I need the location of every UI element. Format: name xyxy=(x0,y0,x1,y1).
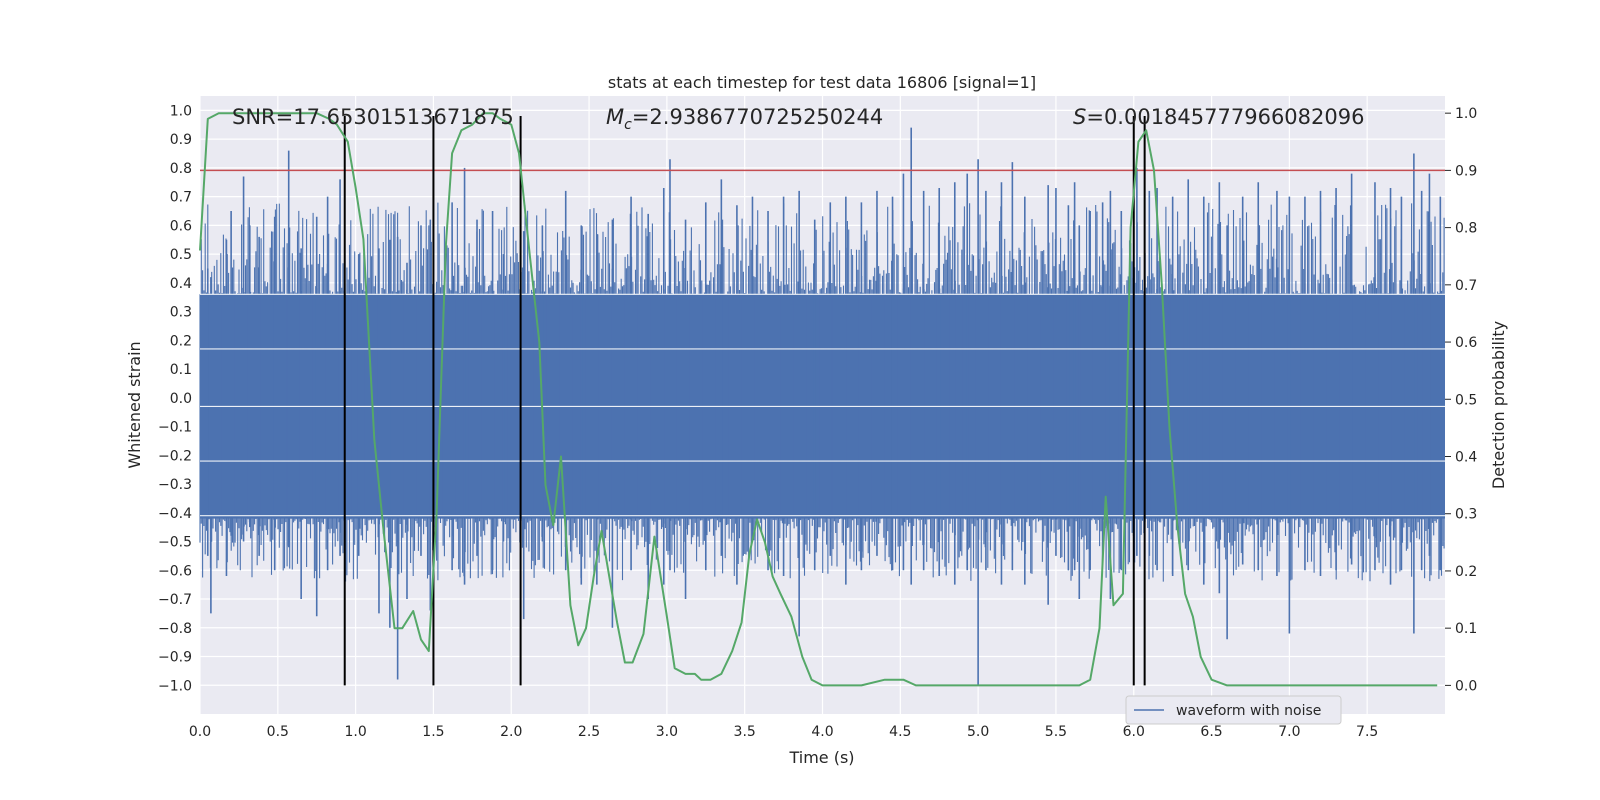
snr-annotation: SNR=17.65301513671875 xyxy=(232,105,514,129)
y-tick-label: −0.1 xyxy=(158,420,192,436)
x-tick-label: 5.0 xyxy=(967,724,989,740)
x-tick-label: 4.5 xyxy=(889,724,911,740)
x-tick-label: 3.0 xyxy=(656,724,678,740)
y-right-tick-label: 0.1 xyxy=(1455,621,1477,637)
y-tick-label: 0.1 xyxy=(170,362,192,378)
y-right-tick-label: 0.9 xyxy=(1455,163,1477,179)
x-axis-label: Time (s) xyxy=(788,748,854,767)
x-tick-label: 0.5 xyxy=(267,724,289,740)
x-tick-label: 5.5 xyxy=(1045,724,1067,740)
legend-box xyxy=(1125,695,1342,725)
y-tick-label: 0.5 xyxy=(170,247,192,263)
y-tick-label: −0.2 xyxy=(158,448,192,464)
waveform-series xyxy=(199,127,1445,686)
y-right-tick-label: 0.3 xyxy=(1455,507,1477,523)
chart-title: stats at each timestep for test data 168… xyxy=(608,73,1036,92)
y-tick-label: 0.7 xyxy=(170,190,192,206)
x-tick-label: 6.0 xyxy=(1123,724,1145,740)
s-symbol: S xyxy=(1073,105,1086,129)
y-tick-label: 0.9 xyxy=(170,132,192,148)
x-tick-label: 2.5 xyxy=(578,724,600,740)
chirp-mass-symbol: M xyxy=(606,105,624,129)
y-tick-label: −0.5 xyxy=(158,535,192,551)
y-tick-label: −0.3 xyxy=(158,477,192,493)
y-right-axis-label: Detection probability xyxy=(1489,321,1508,489)
detection-probability-line xyxy=(199,112,1438,687)
y-tick-label: 0.2 xyxy=(170,333,192,349)
y-tick-label: −0.8 xyxy=(158,621,192,637)
x-tick-label: 7.0 xyxy=(1278,724,1300,740)
y-right-tick-label: 0.6 xyxy=(1455,335,1477,351)
y-tick-label: 0.4 xyxy=(170,276,192,292)
x-tick-label: 1.5 xyxy=(422,724,444,740)
y-tick-label: 1.0 xyxy=(170,103,192,119)
s-annotation: S=0.001845777966082096 xyxy=(1073,105,1364,129)
x-tick-label: 7.5 xyxy=(1356,724,1378,740)
x-tick-label: 1.0 xyxy=(344,724,366,740)
y-axis-label: Whitened strain xyxy=(125,341,144,468)
y-tick-label: −0.4 xyxy=(158,506,192,522)
chirp-mass-annotation: Mc=2.9386770725250244 xyxy=(606,105,883,133)
x-tick-label: 4.0 xyxy=(811,724,833,740)
y-tick-label: 0.0 xyxy=(170,391,192,407)
y-right-tick-label: 0.5 xyxy=(1455,392,1477,408)
y-right-tick-label: 0.2 xyxy=(1455,564,1477,580)
y-tick-label: −1.0 xyxy=(158,678,192,694)
y-tick-label: −0.9 xyxy=(158,650,192,666)
x-tick-label: 6.5 xyxy=(1200,724,1222,740)
y-right-tick-label: 0.4 xyxy=(1455,450,1477,466)
y-tick-label: −0.6 xyxy=(158,563,192,579)
y-tick-label: 0.6 xyxy=(170,218,192,234)
x-tick-label: 2.0 xyxy=(500,724,522,740)
y-tick-label: 0.8 xyxy=(170,161,192,177)
y-right-tick-label: 0.7 xyxy=(1455,278,1477,294)
s-value: =0.001845777966082096 xyxy=(1086,105,1364,129)
chirp-mass-subscript: c xyxy=(624,117,632,133)
y-tick-label: −0.7 xyxy=(158,592,192,608)
x-tick-label: 3.5 xyxy=(734,724,756,740)
y-tick-label: 0.3 xyxy=(170,305,192,321)
overlay-layer xyxy=(199,112,1445,687)
legend: waveform with noise xyxy=(1125,695,1342,725)
y-right-tick-label: 1.0 xyxy=(1455,106,1477,122)
y-right-tick-label: 0.0 xyxy=(1455,678,1477,694)
legend-label: waveform with noise xyxy=(1176,703,1321,719)
y-right-tick-label: 0.8 xyxy=(1455,221,1477,237)
tick-layer: 0.0 0.5 1.0 1.5 2.0 2.5 3.0 3.5 4.0 4.5 5.0 5.5 6.0 6… xyxy=(158,103,1477,740)
x-tick-label: 0.0 xyxy=(189,724,211,740)
chirp-mass-value: =2.9386770725250244 xyxy=(632,105,883,129)
